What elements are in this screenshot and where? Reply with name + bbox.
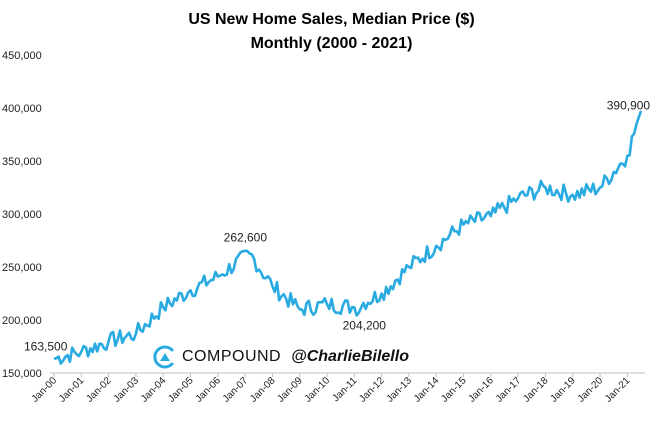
- x-tick-label: Jan-02: [84, 375, 114, 405]
- x-tick-label: Jan-15: [439, 375, 469, 405]
- x-tick-label: Jan-10: [303, 375, 333, 405]
- y-tick-label: 250,000: [2, 262, 42, 274]
- x-tick-label: Jan-14: [412, 375, 442, 405]
- x-tick-label: Jan-18: [521, 375, 551, 405]
- twitter-handle: @CharlieBilello: [291, 348, 409, 365]
- data-label: 390,900: [607, 99, 651, 113]
- y-tick-label: 150,000: [2, 368, 42, 380]
- y-tick-label: 200,000: [2, 315, 42, 327]
- x-tick-label: Jan-07: [221, 375, 251, 405]
- x-tick-label: Jan-03: [112, 375, 142, 405]
- x-tick-label: Jan-17: [494, 375, 524, 405]
- logo-text: COMPOUND: [182, 348, 282, 365]
- data-annotations: 163,500 262,600 204,200 390,900: [24, 99, 650, 354]
- x-tick-label: Jan-05: [166, 375, 196, 405]
- x-tick-label: Jan-12: [357, 375, 387, 405]
- x-tick-label: Jan-11: [331, 375, 360, 404]
- x-tick-label: Jan-21: [603, 375, 633, 405]
- x-tick-label: Jan-06: [194, 375, 224, 405]
- x-tick-label: Jan-19: [548, 375, 578, 405]
- x-tick-label: Jan-20: [576, 375, 606, 405]
- compound-logo: COMPOUND @CharlieBilello: [152, 344, 409, 370]
- x-tick-label: Jan-01: [57, 375, 87, 405]
- y-tick-label: 400,000: [2, 103, 42, 115]
- y-axis-ticks: 150,000 200,000 250,000 300,000 350,000 400,0…: [2, 50, 42, 380]
- data-label: 262,600: [224, 231, 268, 245]
- compound-logo-icon: [153, 345, 174, 369]
- data-label: 204,200: [343, 319, 387, 333]
- x-tick-label: Jan-13: [385, 375, 415, 405]
- x-tick-label: Jan-08: [248, 375, 278, 405]
- y-tick-label: 300,000: [2, 209, 42, 221]
- chart-title: US New Home Sales, Median Price ($): [188, 11, 475, 28]
- x-tick-label: Jan-09: [275, 375, 305, 405]
- data-label: 163,500: [24, 340, 68, 354]
- x-axis-ticks: Jan-00Jan-01Jan-02Jan-03Jan-04Jan-05Jan-…: [30, 373, 633, 405]
- x-tick-label: Jan-16: [467, 375, 497, 405]
- y-tick-label: 450,000: [2, 50, 42, 62]
- series-line: [53, 110, 643, 365]
- x-tick-label: Jan-04: [139, 375, 169, 405]
- y-tick-label: 350,000: [2, 156, 42, 168]
- chart-subtitle: Monthly (2000 - 2021): [250, 35, 413, 52]
